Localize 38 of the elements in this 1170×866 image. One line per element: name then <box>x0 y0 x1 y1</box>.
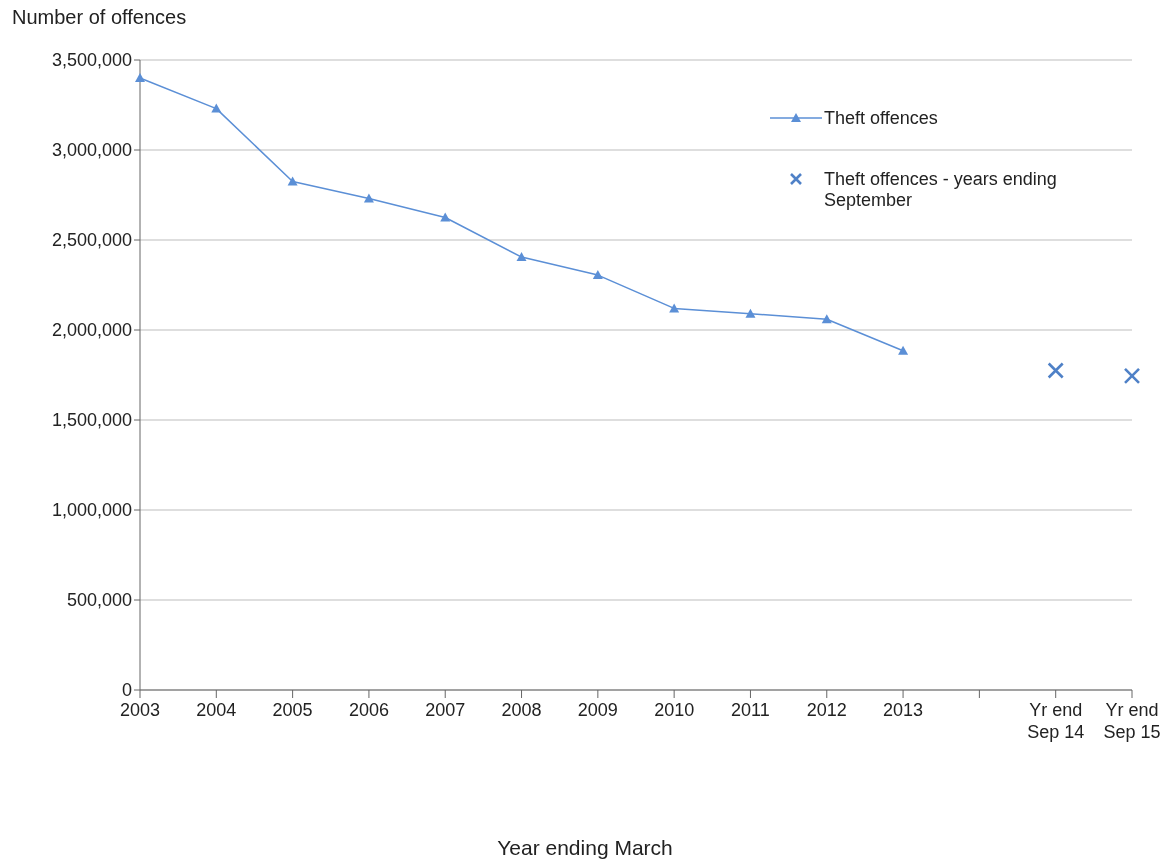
y-tick-label: 1,500,000 <box>51 410 132 431</box>
point <box>440 212 451 222</box>
point <box>669 303 680 313</box>
x-tick-label: 2010 <box>654 700 695 720</box>
y-axis-title: Number of offences <box>12 6 187 29</box>
point <box>516 252 527 262</box>
x-tick-label: 2005 <box>272 700 313 720</box>
point <box>1047 362 1064 379</box>
y-tick-label: 500,000 <box>66 590 132 611</box>
x-tick-label: 2012 <box>806 700 847 720</box>
x-tick-label: 2003 <box>119 700 161 720</box>
point <box>745 308 756 318</box>
point <box>898 345 909 355</box>
legend-label: Theft offences - years ending September <box>824 169 1058 211</box>
x-tick-label: 2013 <box>883 700 924 720</box>
point <box>211 103 222 113</box>
y-tick-label: 2,000,000 <box>51 320 132 341</box>
y-tick-label: 1,000,000 <box>51 500 132 521</box>
x-tick-label: 2006 <box>348 700 389 720</box>
x-tick-label: 2007 <box>425 700 466 720</box>
y-tick-label: 3,500,000 <box>51 50 132 71</box>
x-tick-label: 2008 <box>501 700 542 720</box>
x-axis-title: Year ending March <box>496 836 674 860</box>
x-tick-label: 2009 <box>577 700 618 720</box>
point <box>1123 367 1141 385</box>
y-tick-label: 3,000,000 <box>51 140 132 161</box>
point <box>821 314 832 324</box>
x-tick-label: Yr end Sep 15 <box>1103 700 1161 742</box>
point <box>287 176 298 186</box>
point <box>135 73 145 82</box>
x-tick-label: Yr end Sep 14 <box>1027 700 1085 742</box>
y-tick-label: 0 <box>121 680 132 701</box>
x-tick-label: 2004 <box>196 700 237 720</box>
legend-label: Theft offences <box>824 108 939 129</box>
y-tick-label: 2,500,000 <box>51 230 132 251</box>
x-tick-label: 2011 <box>731 700 770 720</box>
point <box>363 193 374 203</box>
point <box>592 270 603 280</box>
